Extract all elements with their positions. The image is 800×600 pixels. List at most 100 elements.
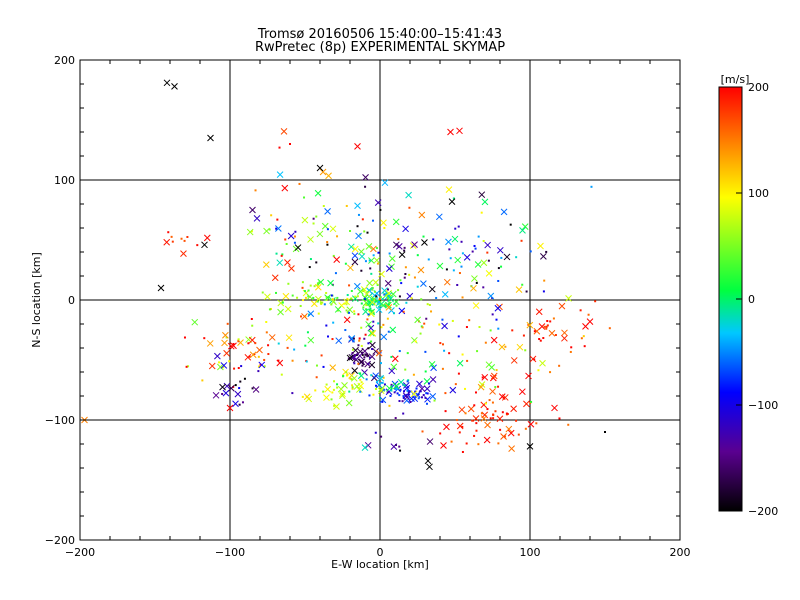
data-point-dot: [428, 303, 431, 306]
data-point-dot: [232, 343, 235, 346]
axes: −200−200 −100 −100 0 0 100 100 200 200: [45, 54, 691, 559]
data-point-dot: [308, 313, 311, 316]
data-point-dot: [360, 381, 363, 384]
data-point-dot: [388, 404, 391, 407]
x-axis-label: E-W location [km]: [331, 558, 429, 571]
data-point-dot: [320, 354, 323, 357]
data-point-dot: [423, 322, 426, 325]
data-point-x: [347, 264, 354, 272]
data-point-x: [505, 425, 513, 433]
data-point-dot: [466, 359, 469, 362]
data-point-dot: [394, 417, 397, 420]
data-point-dot: [353, 310, 356, 313]
data-point-dot: [350, 297, 353, 300]
data-point-dot: [333, 404, 336, 407]
data-point-dot: [608, 327, 611, 330]
data-point-dot: [356, 225, 359, 228]
data-point-dot: [357, 213, 360, 216]
data-point-dot: [351, 387, 354, 390]
data-point-x: [443, 278, 451, 286]
data-point-dot: [298, 182, 301, 185]
data-point-dot: [444, 392, 447, 395]
data-point-x: [449, 386, 457, 394]
data-point-dot: [495, 318, 498, 321]
data-point-x: [307, 236, 314, 243]
data-point-x: [363, 290, 371, 298]
data-point-dot: [368, 305, 371, 308]
data-point-x: [222, 331, 229, 339]
data-point-dot: [361, 364, 364, 367]
data-point-dot: [422, 235, 425, 238]
data-point-dot: [488, 399, 491, 402]
data-point-x: [423, 385, 431, 393]
data-point-x: [496, 246, 504, 254]
data-point-x: [171, 83, 178, 90]
data-point-dot: [424, 370, 427, 373]
data-point-dot: [473, 404, 476, 407]
data-point-dot: [465, 326, 468, 329]
data-point-x: [321, 222, 329, 230]
data-point-dot: [247, 342, 250, 345]
data-point-dot: [486, 408, 489, 411]
data-point-dot: [372, 320, 375, 323]
data-point-dot: [346, 297, 349, 300]
data-point-x: [551, 404, 558, 412]
data-point-x: [435, 213, 443, 221]
data-point-dot: [404, 273, 407, 276]
data-point-dot: [376, 380, 379, 383]
data-point-x: [276, 171, 284, 178]
data-point-dot: [594, 300, 597, 303]
data-point-dot: [369, 307, 372, 310]
data-point-x: [398, 307, 406, 315]
data-point-dot: [352, 337, 355, 340]
data-point-dot: [491, 313, 494, 316]
data-point-x: [390, 363, 398, 371]
data-point-dot: [376, 299, 379, 302]
y-axis-label: N-S location [km]: [30, 252, 43, 348]
data-point-x: [470, 284, 477, 292]
data-point-dot: [167, 231, 170, 234]
data-point-x: [356, 288, 364, 295]
data-point-dot: [346, 374, 349, 377]
data-point-x: [234, 390, 242, 398]
data-point-dot: [390, 383, 393, 386]
data-point-x: [428, 361, 436, 368]
data-point-dot: [500, 265, 503, 268]
data-point-dot: [371, 347, 374, 350]
data-point-x: [561, 329, 568, 337]
data-point-dot: [424, 350, 427, 353]
data-point-dot: [363, 230, 366, 233]
data-point-dot: [332, 388, 335, 391]
data-point-x: [355, 232, 362, 240]
data-point-x: [366, 279, 373, 287]
data-point-dot: [265, 331, 268, 334]
data-point-dot: [408, 273, 411, 276]
data-point-dot: [370, 374, 373, 377]
data-point-dot: [296, 296, 299, 299]
data-point-dot: [332, 321, 335, 324]
data-point-dot: [313, 285, 316, 288]
data-point-dot: [449, 257, 452, 260]
data-point-dot: [267, 344, 270, 347]
data-point-dot: [304, 296, 307, 299]
data-point-dot: [359, 372, 362, 375]
data-point-x: [333, 403, 340, 410]
data-point-x: [223, 349, 230, 357]
data-point-dot: [409, 400, 412, 403]
data-point-dot: [270, 214, 273, 217]
data-point-dot: [240, 365, 243, 368]
data-point-dot: [450, 440, 453, 443]
data-point-dot: [570, 346, 573, 349]
data-point-dot: [424, 396, 427, 399]
data-point-x: [372, 372, 380, 380]
data-point-dot: [307, 295, 310, 298]
data-point-x: [416, 380, 423, 388]
data-point-dot: [402, 310, 405, 313]
data-point-dot: [369, 267, 372, 270]
data-point-x: [410, 390, 418, 398]
data-point-dot: [539, 339, 542, 342]
data-point-dot: [301, 281, 304, 284]
data-point-x: [208, 362, 216, 370]
data-point-dot: [454, 227, 457, 230]
